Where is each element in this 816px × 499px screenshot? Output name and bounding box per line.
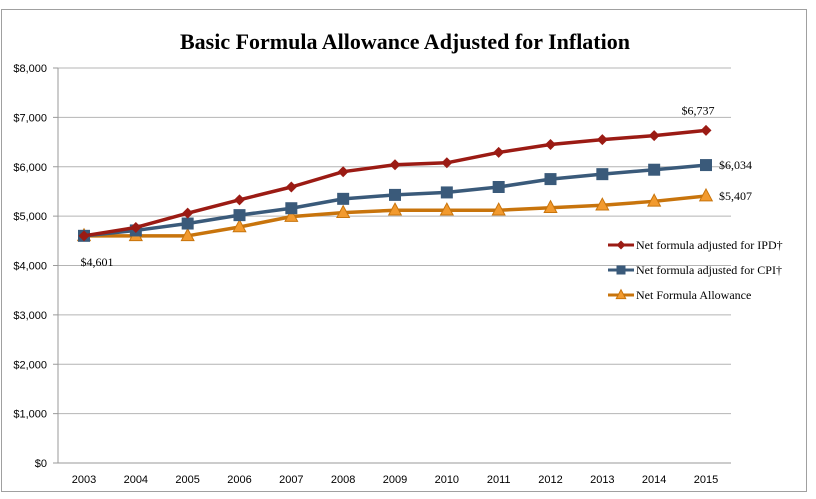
triangle-marker xyxy=(180,227,195,242)
x-tick-label: 2006 xyxy=(227,474,251,486)
diamond-marker xyxy=(596,134,608,146)
square-marker xyxy=(337,192,350,205)
diamond-marker xyxy=(78,230,90,242)
triangle-marker xyxy=(284,208,299,222)
triangle-marker xyxy=(491,202,506,216)
diamond-marker xyxy=(700,124,712,136)
legend: Net formula adjusted for IPD† Net formula… xyxy=(608,238,783,302)
square-marker xyxy=(233,209,246,222)
series-line xyxy=(83,128,707,238)
x-tick-label: 2015 xyxy=(694,474,718,486)
y-tick-label: $5,000 xyxy=(13,211,47,223)
legend-item-label: Net formula adjusted for CPI† xyxy=(636,263,782,277)
triangle-marker xyxy=(543,199,558,214)
diamond-marker xyxy=(441,157,453,169)
square-marker xyxy=(596,168,609,181)
triangle-marker xyxy=(595,197,610,211)
x-tick-label: 2003 xyxy=(72,474,96,486)
diamond-marker xyxy=(545,139,556,151)
x-tick-label: 2004 xyxy=(124,474,148,486)
square-marker xyxy=(544,173,557,186)
triangle-marker xyxy=(336,204,351,218)
x-tick-label: 2009 xyxy=(383,474,407,486)
diamond-marker xyxy=(648,130,660,142)
diamond-marker xyxy=(616,240,626,250)
square-marker xyxy=(648,163,661,176)
x-tick-label: 2014 xyxy=(642,474,666,486)
triangle-marker xyxy=(232,218,247,233)
diamond-marker xyxy=(285,181,297,193)
y-tick-label: $7,000 xyxy=(13,112,47,124)
diamond-marker xyxy=(234,194,245,206)
square-marker xyxy=(440,186,453,199)
axis-layer: $0 $1,000 $2,000 $3,000 $4,000 $5,000 $6,000 $7… xyxy=(13,63,718,486)
diamond-marker xyxy=(493,146,505,158)
diamond-marker xyxy=(389,159,401,171)
series-1 xyxy=(78,159,712,242)
y-tick-label: $6,000 xyxy=(13,162,47,174)
square-marker xyxy=(389,188,401,201)
data-label: $6,034 xyxy=(719,158,752,172)
triangle-marker xyxy=(439,202,454,216)
series-layer xyxy=(76,124,714,242)
chart-title: Basic Formula Allowance Adjusted for Inf… xyxy=(180,29,630,54)
y-tick-label: $1,000 xyxy=(13,409,47,421)
y-tick-label: $4,000 xyxy=(13,261,47,273)
x-tick-label: 2010 xyxy=(435,474,459,486)
data-label: $6,737 xyxy=(682,103,715,117)
x-tick-label: 2008 xyxy=(331,474,355,486)
x-tick-label: 2012 xyxy=(538,474,562,486)
square-marker xyxy=(492,180,505,193)
square-marker xyxy=(616,265,626,275)
chart-frame xyxy=(1,9,807,492)
annotation-layer: $4,601 $6,737 $6,034 $5,407 xyxy=(81,103,753,268)
diamond-marker xyxy=(130,221,142,233)
square-marker xyxy=(700,159,712,172)
triangle-marker xyxy=(698,187,714,202)
y-tick-label: $8,000 xyxy=(13,63,47,75)
legend-item-label: Net formula adjusted for IPD† xyxy=(636,238,783,252)
diamond-marker xyxy=(337,166,349,178)
triangle-marker xyxy=(387,202,403,216)
data-label: $4,601 xyxy=(81,255,114,269)
y-tick-label: $0 xyxy=(35,458,47,470)
grid-layer xyxy=(58,67,731,464)
y-tick-label: $3,000 xyxy=(13,310,47,322)
x-tick-label: 2005 xyxy=(175,474,199,486)
square-marker xyxy=(181,217,194,230)
series-0 xyxy=(78,124,712,242)
legend-item-label: Net Formula Allowance xyxy=(636,288,751,302)
square-marker xyxy=(285,202,298,215)
x-tick-label: 2011 xyxy=(487,474,511,486)
triangle-marker xyxy=(615,288,627,300)
x-tick-label: 2007 xyxy=(279,474,303,486)
y-tick-label: $2,000 xyxy=(13,359,47,371)
diamond-marker xyxy=(182,207,194,219)
data-label: $5,407 xyxy=(719,189,752,203)
triangle-marker xyxy=(647,193,662,207)
x-tick-label: 2013 xyxy=(590,474,614,486)
